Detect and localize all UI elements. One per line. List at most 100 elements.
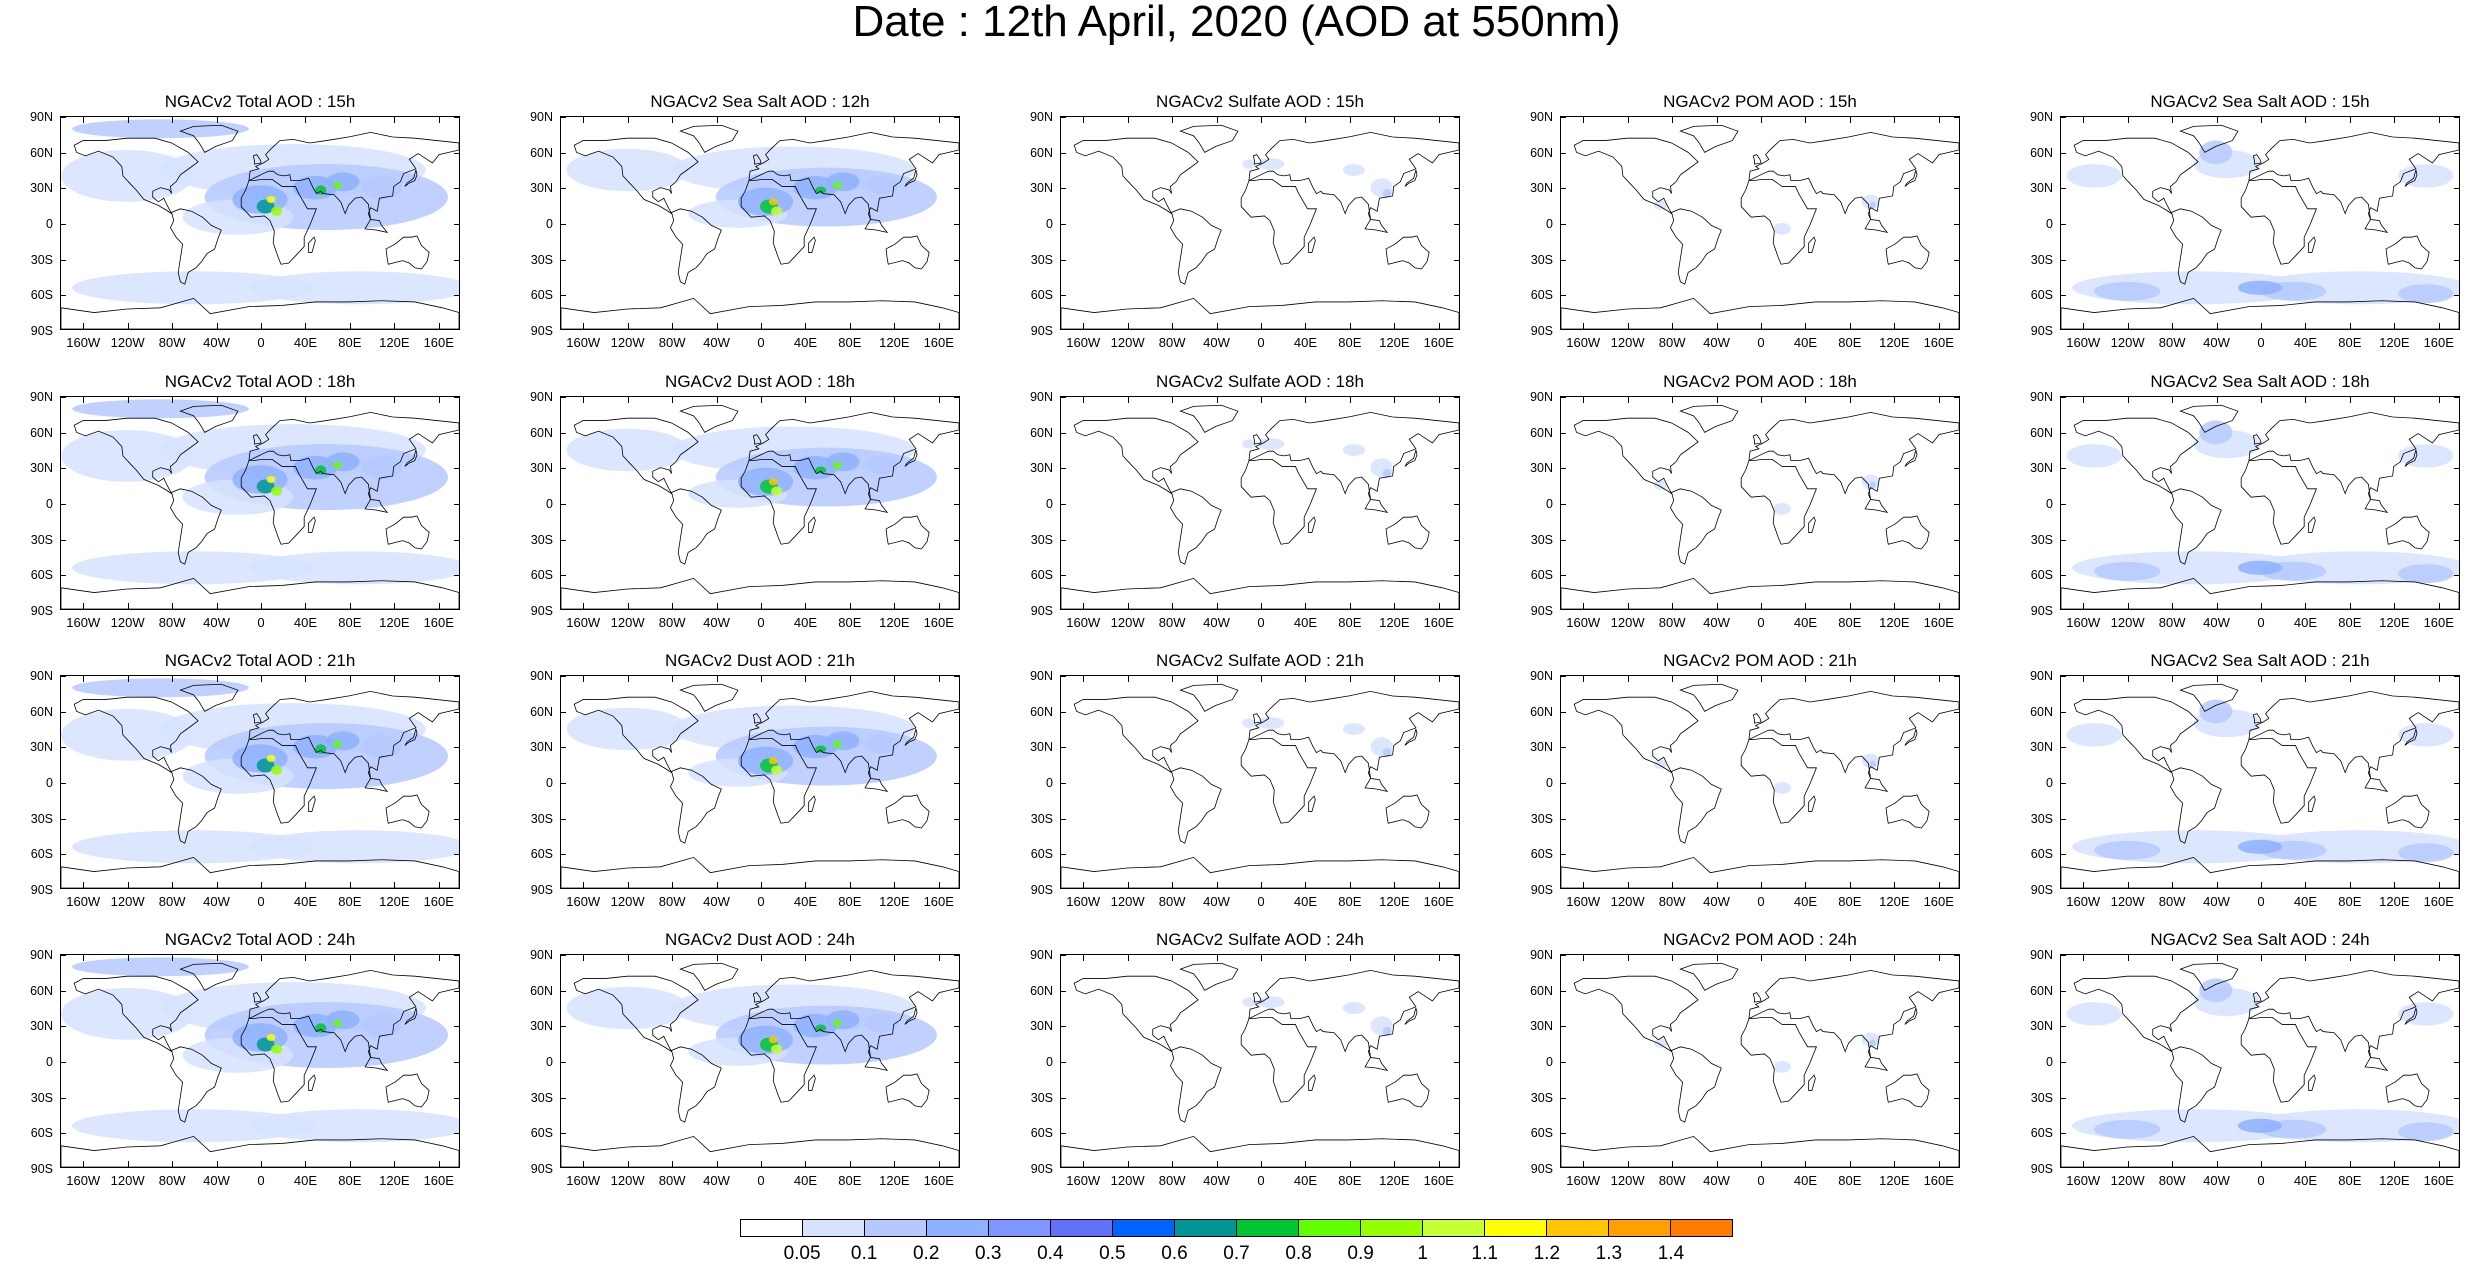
antarctica-coastline [1561, 577, 1959, 609]
lat-tick [1061, 504, 1066, 505]
lat-tick-label: 0 [2046, 776, 2053, 790]
lon-tick [805, 603, 807, 609]
lon-tick [627, 323, 629, 329]
antarctica-coastline [1061, 856, 1459, 888]
lon-tick [849, 1161, 851, 1167]
lon-tick [305, 603, 307, 609]
lat-tick [1061, 329, 1066, 330]
lon-tick [2394, 323, 2396, 329]
lat-tick [954, 224, 959, 225]
lat-tick-label: 60S [2030, 1126, 2053, 1141]
lat-tick [561, 1097, 566, 1099]
aod-plume [2066, 723, 2122, 747]
lat-tick-label: 30N [30, 740, 53, 755]
lon-tick [583, 603, 585, 609]
lon-tick [1849, 955, 1851, 961]
lon-tick [305, 323, 307, 329]
lon-tick-label: 40W [203, 894, 230, 909]
lat-tick-label: 30S [2030, 811, 2053, 826]
lat-tick [454, 854, 459, 856]
lat-tick [454, 432, 459, 434]
coastline [1752, 154, 1762, 165]
lat-tick [1954, 1026, 1959, 1028]
lat-tick-label: 30N [530, 461, 553, 476]
lat-tick-label: 60S [530, 847, 553, 862]
lat-tick [61, 676, 66, 677]
coastline [748, 131, 959, 220]
coastline [1748, 690, 1959, 779]
lon-tick [1349, 397, 1351, 403]
coastline [2385, 1073, 2430, 1108]
world-map [1561, 962, 1959, 1167]
colorbar-label: 0.5 [1099, 1243, 1126, 1264]
lon-tick [2216, 1161, 2218, 1167]
lon-tick-label: 40W [1703, 1173, 1730, 1188]
aod-plume [361, 455, 402, 480]
coastline [179, 962, 239, 991]
lat-tick-label: 0 [1546, 217, 1553, 231]
lat-tick [2454, 329, 2459, 330]
lon-tick [627, 676, 629, 682]
aod-plume [1257, 717, 1285, 729]
map-frame: 90N 60N 30N 0 30S 60S 90S 160W 120W 80W 40W 0 40E 80E… [530, 390, 960, 630]
lon-tick [894, 1161, 896, 1167]
lat-tick-label: 30N [1530, 461, 1553, 476]
lat-tick [1561, 609, 1566, 610]
coastline [573, 696, 699, 773]
aod-plume [2398, 284, 2454, 304]
lon-tick-label: 120E [1879, 335, 1910, 350]
lat-tick [2454, 711, 2459, 713]
lat-tick [2061, 1167, 2066, 1168]
lat-tick [61, 1062, 66, 1063]
lat-tick [1454, 117, 1459, 118]
lon-tick [394, 603, 396, 609]
coastline [385, 1073, 430, 1108]
lon-tick-label: 80E [1338, 615, 1362, 630]
lon-tick [2083, 882, 2085, 888]
colorbar-cell [1237, 1220, 1299, 1236]
lat-tick-label: 60N [30, 983, 53, 998]
lon-tick-label: 160W [2066, 615, 2101, 630]
lat-tick [1061, 117, 1066, 118]
coastline [904, 449, 918, 467]
coastline [573, 417, 699, 494]
lat-tick [454, 575, 459, 577]
aod-plume [1342, 723, 1366, 735]
lon-tick [583, 323, 585, 329]
aod-plume [361, 734, 402, 759]
lon-tick [2083, 603, 2085, 609]
lon-tick [2305, 882, 2307, 888]
lat-tick-label: 90N [530, 948, 553, 962]
lon-tick [1305, 603, 1307, 609]
lat-tick [454, 955, 459, 956]
lon-tick-label: 0 [1757, 335, 1765, 350]
lon-tick [1261, 955, 1262, 961]
lat-tick-label: 30N [30, 461, 53, 476]
lat-tick-label: 30N [1030, 461, 1053, 476]
lat-tick [454, 1097, 459, 1099]
aod-plume [72, 551, 316, 585]
lon-tick [2349, 397, 2351, 403]
lat-tick-label: 90N [2030, 390, 2053, 404]
lon-tick [1172, 1161, 1174, 1167]
world-map [1561, 124, 1959, 329]
lat-tick [1954, 152, 1959, 154]
lon-tick [805, 397, 807, 403]
coastline [2170, 488, 2222, 565]
lon-tick [1894, 882, 1896, 888]
lat-tick [2061, 854, 2066, 856]
aod-plume [2066, 164, 2122, 188]
coastline [864, 219, 889, 234]
lat-tick [1954, 329, 1959, 330]
aod-plume [61, 429, 194, 482]
lon-tick [2394, 676, 2396, 682]
coastline [1240, 1017, 1318, 1103]
coastline [1573, 417, 1699, 494]
lon-tick [583, 882, 585, 888]
aod-plume [1869, 1039, 1877, 1047]
world-map [1561, 404, 1959, 609]
lon-tick-label: 80E [2338, 335, 2362, 350]
lon-tick-label: 160W [566, 1173, 601, 1188]
lon-tick-label: 120W [1110, 335, 1145, 350]
lon-tick [716, 117, 718, 123]
